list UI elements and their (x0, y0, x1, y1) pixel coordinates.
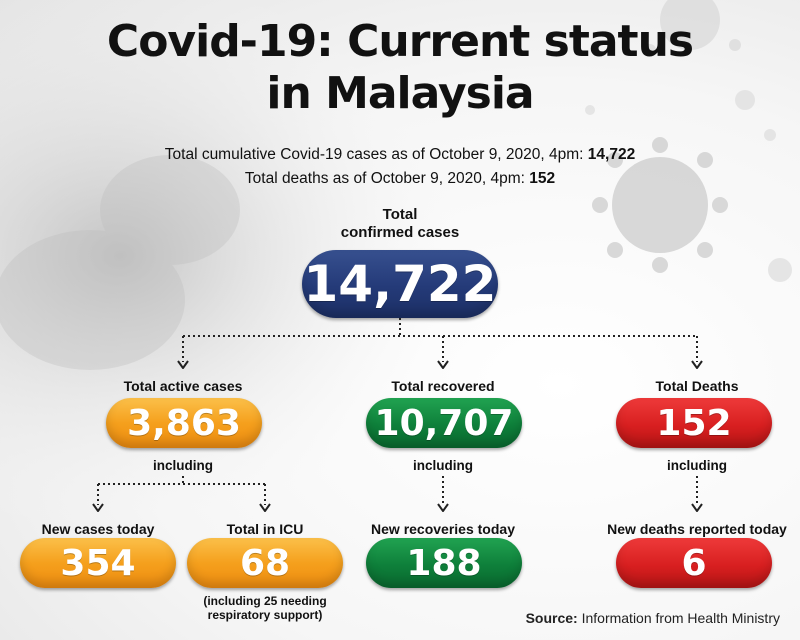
active-cases-value: 3,863 (106, 398, 262, 448)
active-including-label: including (153, 458, 213, 473)
deaths-value: 152 (616, 398, 772, 448)
page-title-line2: in Malaysia (266, 68, 534, 119)
new-cases-value: 354 (20, 538, 176, 588)
icu-value: 68 (187, 538, 343, 588)
arrow-down-icon (437, 503, 449, 512)
virus-icon (592, 137, 728, 273)
new-recoveries-value: 188 (366, 538, 522, 588)
cumulative-summary: Total cumulative Covid-19 cases as of Oc… (164, 146, 636, 163)
cumulative-value: 14,722 (587, 146, 636, 163)
deaths-summary: Total deaths as of October 9, 2020, 4pm:… (244, 170, 556, 187)
recovered-label: Total recovered (391, 378, 495, 394)
arrow-down-icon (691, 360, 703, 369)
arrow-down-icon (259, 503, 271, 512)
active-cases-label: Total active cases (123, 378, 243, 394)
deaths-summary-value: 152 (529, 170, 556, 187)
new-deaths-label: New deaths reported today (607, 521, 787, 537)
source-text: Information from Health Ministry (581, 610, 780, 626)
total-confirmed-label: Total confirmed cases (340, 206, 460, 241)
recovered-including-label: including (413, 458, 473, 473)
recovered-value: 10,707 (366, 398, 522, 448)
new-cases-label: New cases today (41, 521, 155, 537)
icu-note: (including 25 needing respiratory suppor… (203, 594, 327, 622)
page-title-line1: Covid-19: Current status (106, 16, 694, 67)
new-deaths-value: 6 (616, 538, 772, 588)
deaths-including-label: including (667, 458, 727, 473)
arrow-down-icon (437, 360, 449, 369)
arrow-down-icon (691, 503, 703, 512)
source-label: Source: (525, 610, 578, 626)
new-recoveries-label: New recoveries today (371, 521, 515, 537)
deaths-label: Total Deaths (655, 378, 739, 394)
total-confirmed-value: 14,722 (302, 250, 498, 318)
icu-label: Total in ICU (226, 521, 304, 537)
virus-icon (644, 0, 741, 56)
arrow-down-icon (92, 503, 104, 512)
arrow-down-icon (177, 360, 189, 369)
source-credit: Source: Information from Health Ministry (470, 610, 780, 626)
